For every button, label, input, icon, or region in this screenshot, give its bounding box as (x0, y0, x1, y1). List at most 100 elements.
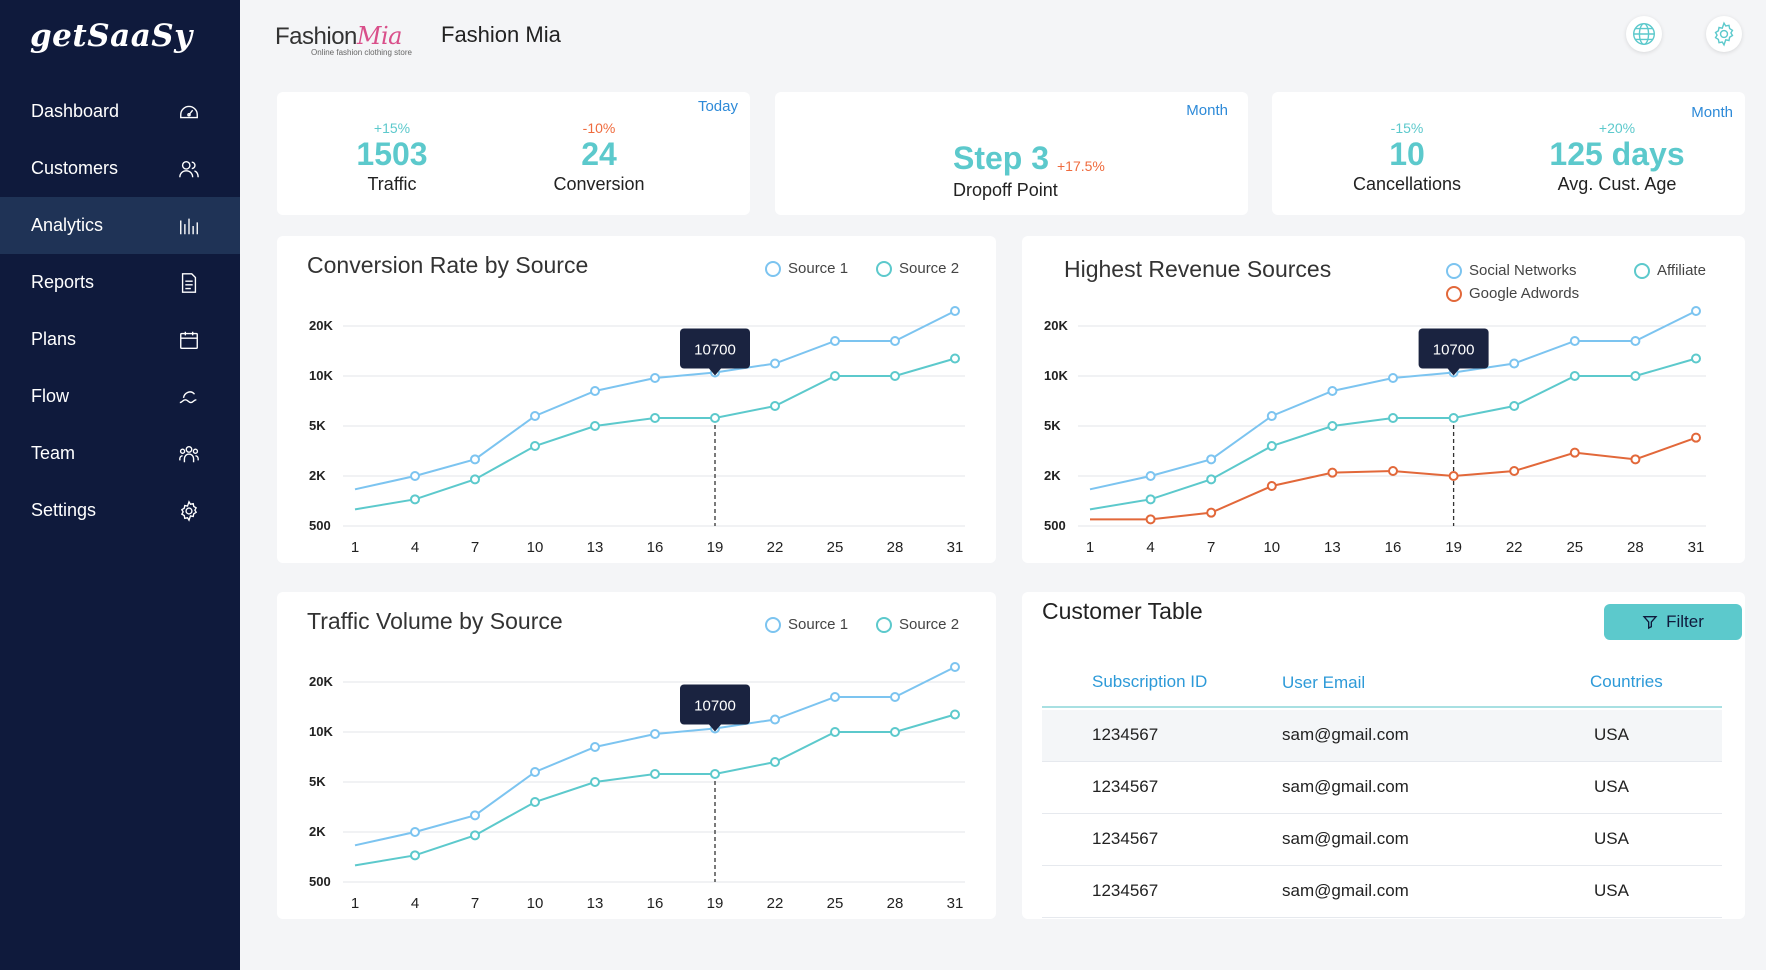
data-point (890, 692, 900, 702)
x-tick-label: 31 (947, 895, 964, 912)
data-point (1569, 336, 1580, 346)
kpi-value: 1503 (356, 136, 428, 172)
sidebar-item-settings[interactable]: Settings (0, 482, 240, 539)
kpi-avg-cust-age: +20% 125 days Avg. Cust. Age (1527, 120, 1707, 195)
data-point (1630, 336, 1641, 346)
brand-logo[interactable]: getSaaSy (30, 18, 193, 54)
data-point (1509, 466, 1520, 476)
data-point (590, 386, 600, 396)
table-row[interactable]: 1234567 sam@gmail.com USA (1042, 866, 1722, 918)
x-tick-label: 13 (587, 539, 604, 556)
sidebar-item-team[interactable]: Team (0, 425, 240, 482)
sidebar-item-dashboard[interactable]: Dashboard (0, 83, 240, 140)
cell-country: USA (1594, 881, 1629, 900)
table-header-row: Subscription ID User Email Countries (1042, 652, 1722, 708)
x-tick-label: 19 (707, 539, 724, 556)
data-point (1206, 507, 1217, 518)
kpi-traffic: +15% 1503 Traffic (327, 120, 457, 195)
legend-item[interactable]: Source 2 (876, 260, 959, 277)
column-header[interactable]: Subscription ID (1092, 672, 1208, 691)
data-point (1569, 447, 1580, 458)
legend-item[interactable]: Source 1 (765, 260, 848, 277)
y-tick-label: 10K (309, 368, 333, 383)
tooltip-box (680, 684, 750, 725)
data-point (950, 662, 960, 672)
data-point (410, 827, 420, 837)
data-point (830, 371, 840, 381)
kpi-cancellations: -15% 10 Cancellations (1337, 120, 1477, 195)
data-point (950, 306, 960, 316)
y-tick-label: 2K (309, 824, 326, 839)
y-tick-label: 20K (309, 318, 333, 333)
legend-item[interactable]: Google Adwords (1446, 285, 1579, 302)
table-row[interactable]: 1234567 sam@gmail.com USA (1042, 762, 1722, 814)
sidebar-item-flow[interactable]: Flow (0, 368, 240, 425)
kpi-value: 125 days (1549, 136, 1685, 172)
data-point (1206, 474, 1217, 485)
data-point (1266, 441, 1277, 451)
data-point (470, 454, 480, 465)
filter-button[interactable]: Filter (1604, 604, 1742, 640)
period-label[interactable]: Month (1691, 104, 1733, 121)
x-tick-label: 31 (947, 539, 964, 556)
language-button[interactable] (1626, 16, 1662, 52)
cell-user-email: sam@gmail.com (1282, 777, 1409, 796)
column-header[interactable]: User Email (1282, 673, 1366, 692)
column-header[interactable]: Countries (1590, 672, 1663, 691)
tooltip-pointer (709, 724, 721, 732)
sidebar-item-customers[interactable]: Customers (0, 140, 240, 197)
data-point (470, 810, 480, 821)
data-point (830, 336, 840, 346)
x-tick-label: 22 (767, 539, 784, 556)
table-row[interactable]: 1234567 sam@gmail.com USA (1042, 814, 1722, 866)
x-tick-label: 16 (647, 539, 664, 556)
settings-button[interactable] (1706, 16, 1742, 52)
kpi-card-dropoff: Month Step 3 +17.5% Dropoff Point (775, 92, 1248, 215)
x-tick-label: 4 (411, 895, 419, 912)
legend-item[interactable]: Source 2 (876, 616, 959, 633)
y-tick-label: 500 (309, 874, 331, 889)
dashboard-icon (178, 101, 200, 123)
kpi-card-traffic-conversion: Today +15% 1503 Traffic -10% 24 Conversi… (277, 92, 750, 215)
x-tick-label: 28 (887, 539, 904, 556)
data-point (410, 850, 420, 861)
x-tick-label: 4 (1146, 539, 1154, 556)
x-tick-label: 1 (1086, 539, 1094, 556)
y-tick-label: 2K (309, 468, 326, 483)
data-point (590, 421, 600, 431)
legend-label: Google Adwords (1469, 285, 1580, 302)
legend-item[interactable]: Affiliate (1634, 262, 1706, 279)
period-label[interactable]: Today (697, 98, 738, 115)
data-point (710, 413, 720, 423)
sidebar-item-plans[interactable]: Plans (0, 311, 240, 368)
line-chart: 500 2K 5K 10K 20K 1 4 7 10 13 16 19 22 25 28 31 10700 (309, 662, 965, 912)
x-tick-label: 10 (527, 539, 544, 556)
tooltip-label: 10700 (1433, 342, 1475, 359)
period-label[interactable]: Month (1186, 102, 1228, 119)
table-row[interactable]: 1234567 sam@gmail.com USA (1042, 710, 1722, 762)
sidebar-item-label: Flow (31, 386, 70, 406)
data-point (950, 353, 960, 364)
data-point (410, 494, 420, 505)
data-point (770, 757, 780, 767)
sidebar-item-label: Reports (31, 272, 95, 292)
sidebar-item-analytics[interactable]: Analytics (0, 197, 240, 254)
kpi-delta: +20% (1598, 120, 1636, 136)
team-icon (178, 443, 200, 465)
data-point (1388, 413, 1398, 423)
legend-item[interactable]: Social Networks (1446, 262, 1577, 279)
chart-card-revenue-sources: Highest Revenue Sources Social Networks … (1022, 236, 1745, 563)
data-point (1266, 481, 1277, 491)
customer-table-card: Customer Table Filter Subscription ID Us… (1022, 592, 1745, 919)
logo-tagline: Online fashion clothing store (311, 48, 412, 57)
line-chart: 500 2K 5K 10K 20K 1 4 7 10 13 16 19 22 25 28 31 10700 (309, 306, 965, 556)
legend-item[interactable]: Source 1 (765, 616, 848, 633)
data-point (1206, 454, 1217, 465)
legend-label: Source 1 (788, 616, 849, 633)
sidebar-item-label: Team (31, 443, 76, 463)
legend-dot (1446, 285, 1462, 302)
data-point (1691, 353, 1701, 364)
sidebar-item-label: Plans (31, 329, 77, 349)
cell-country: USA (1594, 777, 1629, 796)
sidebar-item-reports[interactable]: Reports (0, 254, 240, 311)
